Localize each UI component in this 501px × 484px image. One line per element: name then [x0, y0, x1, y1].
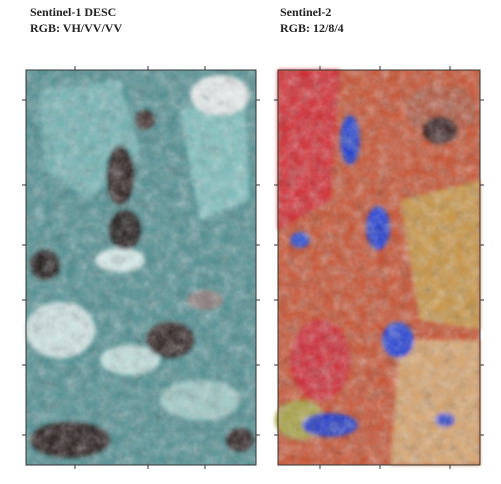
panel-title: Sentinel-2	[280, 5, 331, 19]
panel-title: Sentinel-1 DESC	[30, 5, 116, 19]
sentinel2-image	[275, 70, 480, 465]
sentinel1-image	[25, 70, 256, 465]
figure: Sentinel-1 DESC RGB: VH/VV/VV Sentinel-2…	[0, 0, 501, 484]
panel-subtitle: RGB: VH/VV/VV	[30, 21, 122, 35]
panel-subtitle: RGB: 12/8/4	[280, 21, 344, 35]
figure-svg: Sentinel-1 DESC RGB: VH/VV/VV Sentinel-2…	[0, 0, 501, 484]
